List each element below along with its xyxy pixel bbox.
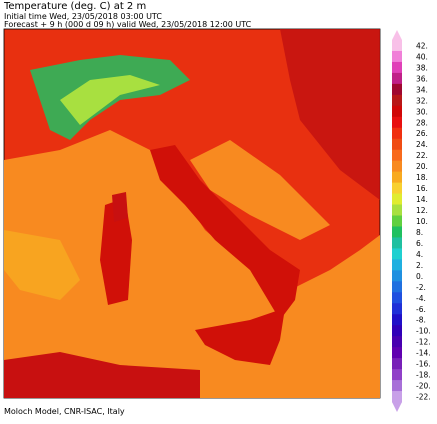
colorbar-segment (392, 325, 402, 337)
colorbar-segment (392, 270, 402, 282)
colorbar-label: 30. (416, 107, 428, 116)
colorbar-segment (392, 248, 402, 260)
colorbar-label: -6. (416, 305, 426, 314)
colorbar-label: -12. (416, 338, 431, 347)
colorbar-segment (392, 83, 402, 96)
colorbar-segment (392, 259, 402, 271)
colorbar-segment (392, 116, 402, 129)
colorbar-segment (392, 171, 402, 184)
colorbar-segment (392, 215, 402, 227)
colorbar-label: 0. (416, 272, 423, 281)
colorbar-label: 14. (416, 195, 428, 204)
colorbar-label: -4. (416, 294, 426, 303)
colorbar-segment (392, 336, 402, 348)
colorbar-segment (392, 369, 402, 381)
footer: Moloch Model, CNR-ISAC, Italy (4, 407, 125, 416)
colorbar-label: 38. (416, 63, 428, 72)
colorbar-label: 24. (416, 140, 428, 149)
colorbar-label: 12. (416, 206, 428, 215)
colorbar-label: -22. (416, 393, 431, 402)
colorbar-segment (392, 50, 402, 63)
colorbar-label: 8. (416, 228, 423, 237)
colorbar-segment (392, 127, 402, 140)
colorbar-segment (392, 160, 402, 173)
colorbar-label: 36. (416, 74, 428, 83)
colorbar-segment (392, 226, 402, 238)
colorbar-segment (392, 303, 402, 315)
colorbar-label: 42. (416, 41, 428, 50)
colorbar-label: -8. (416, 316, 426, 325)
colorbar-segment (392, 391, 402, 403)
colorbar-arrow-bottom (392, 402, 402, 412)
colorbar-segment (392, 94, 402, 107)
colorbar-label: 34. (416, 85, 428, 94)
colorbar-segment (392, 237, 402, 249)
colorbar-segment (392, 347, 402, 359)
colorbar-segment (392, 193, 402, 206)
colorbar-label: 28. (416, 118, 428, 127)
colorbar-segment (392, 358, 402, 370)
colorbar-segment (392, 204, 402, 217)
colorbar-label: 6. (416, 239, 423, 248)
colorbar-label: 40. (416, 52, 428, 61)
colorbar-label: 32. (416, 96, 428, 105)
colorbar-arrow-top (392, 30, 402, 40)
colorbar-label: -10. (416, 327, 431, 336)
colorbar-segment (392, 40, 402, 52)
colorbar-label: 22. (416, 151, 428, 160)
colorbar-label: 16. (416, 184, 428, 193)
colorbar-label: 10. (416, 217, 428, 226)
colorbar-segment (392, 314, 402, 326)
colorbar-segment (392, 281, 402, 293)
initial-time: Initial time Wed, 23/05/2018 03:00 UTC (4, 12, 162, 21)
colorbar-segment (392, 72, 402, 85)
colorbar-label: 4. (416, 250, 423, 259)
colorbar-label: 2. (416, 261, 423, 270)
colorbar-label: 26. (416, 129, 428, 138)
colorbar-label: -18. (416, 371, 431, 380)
colorbar-label: 18. (416, 173, 428, 182)
colorbar-label: 20. (416, 162, 428, 171)
colorbar-segment (392, 138, 402, 151)
colorbar-segment (392, 149, 402, 162)
forecast: Forecast + 9 h (000 d 09 h) valid Wed, 2… (4, 20, 252, 29)
colorbar-label: -16. (416, 360, 431, 369)
colorbar-label: -20. (416, 382, 431, 391)
colorbar-label: -2. (416, 283, 426, 292)
colorbar-segment (392, 380, 402, 392)
colorbar-segment (392, 61, 402, 74)
colorbar-segment (392, 292, 402, 304)
colorbar-segment (392, 105, 402, 118)
colorbar-segment (392, 182, 402, 195)
map (3, 28, 381, 399)
colorbar-label: -14. (416, 349, 431, 358)
title: Temperature (deg. C) at 2 m (3, 1, 146, 12)
